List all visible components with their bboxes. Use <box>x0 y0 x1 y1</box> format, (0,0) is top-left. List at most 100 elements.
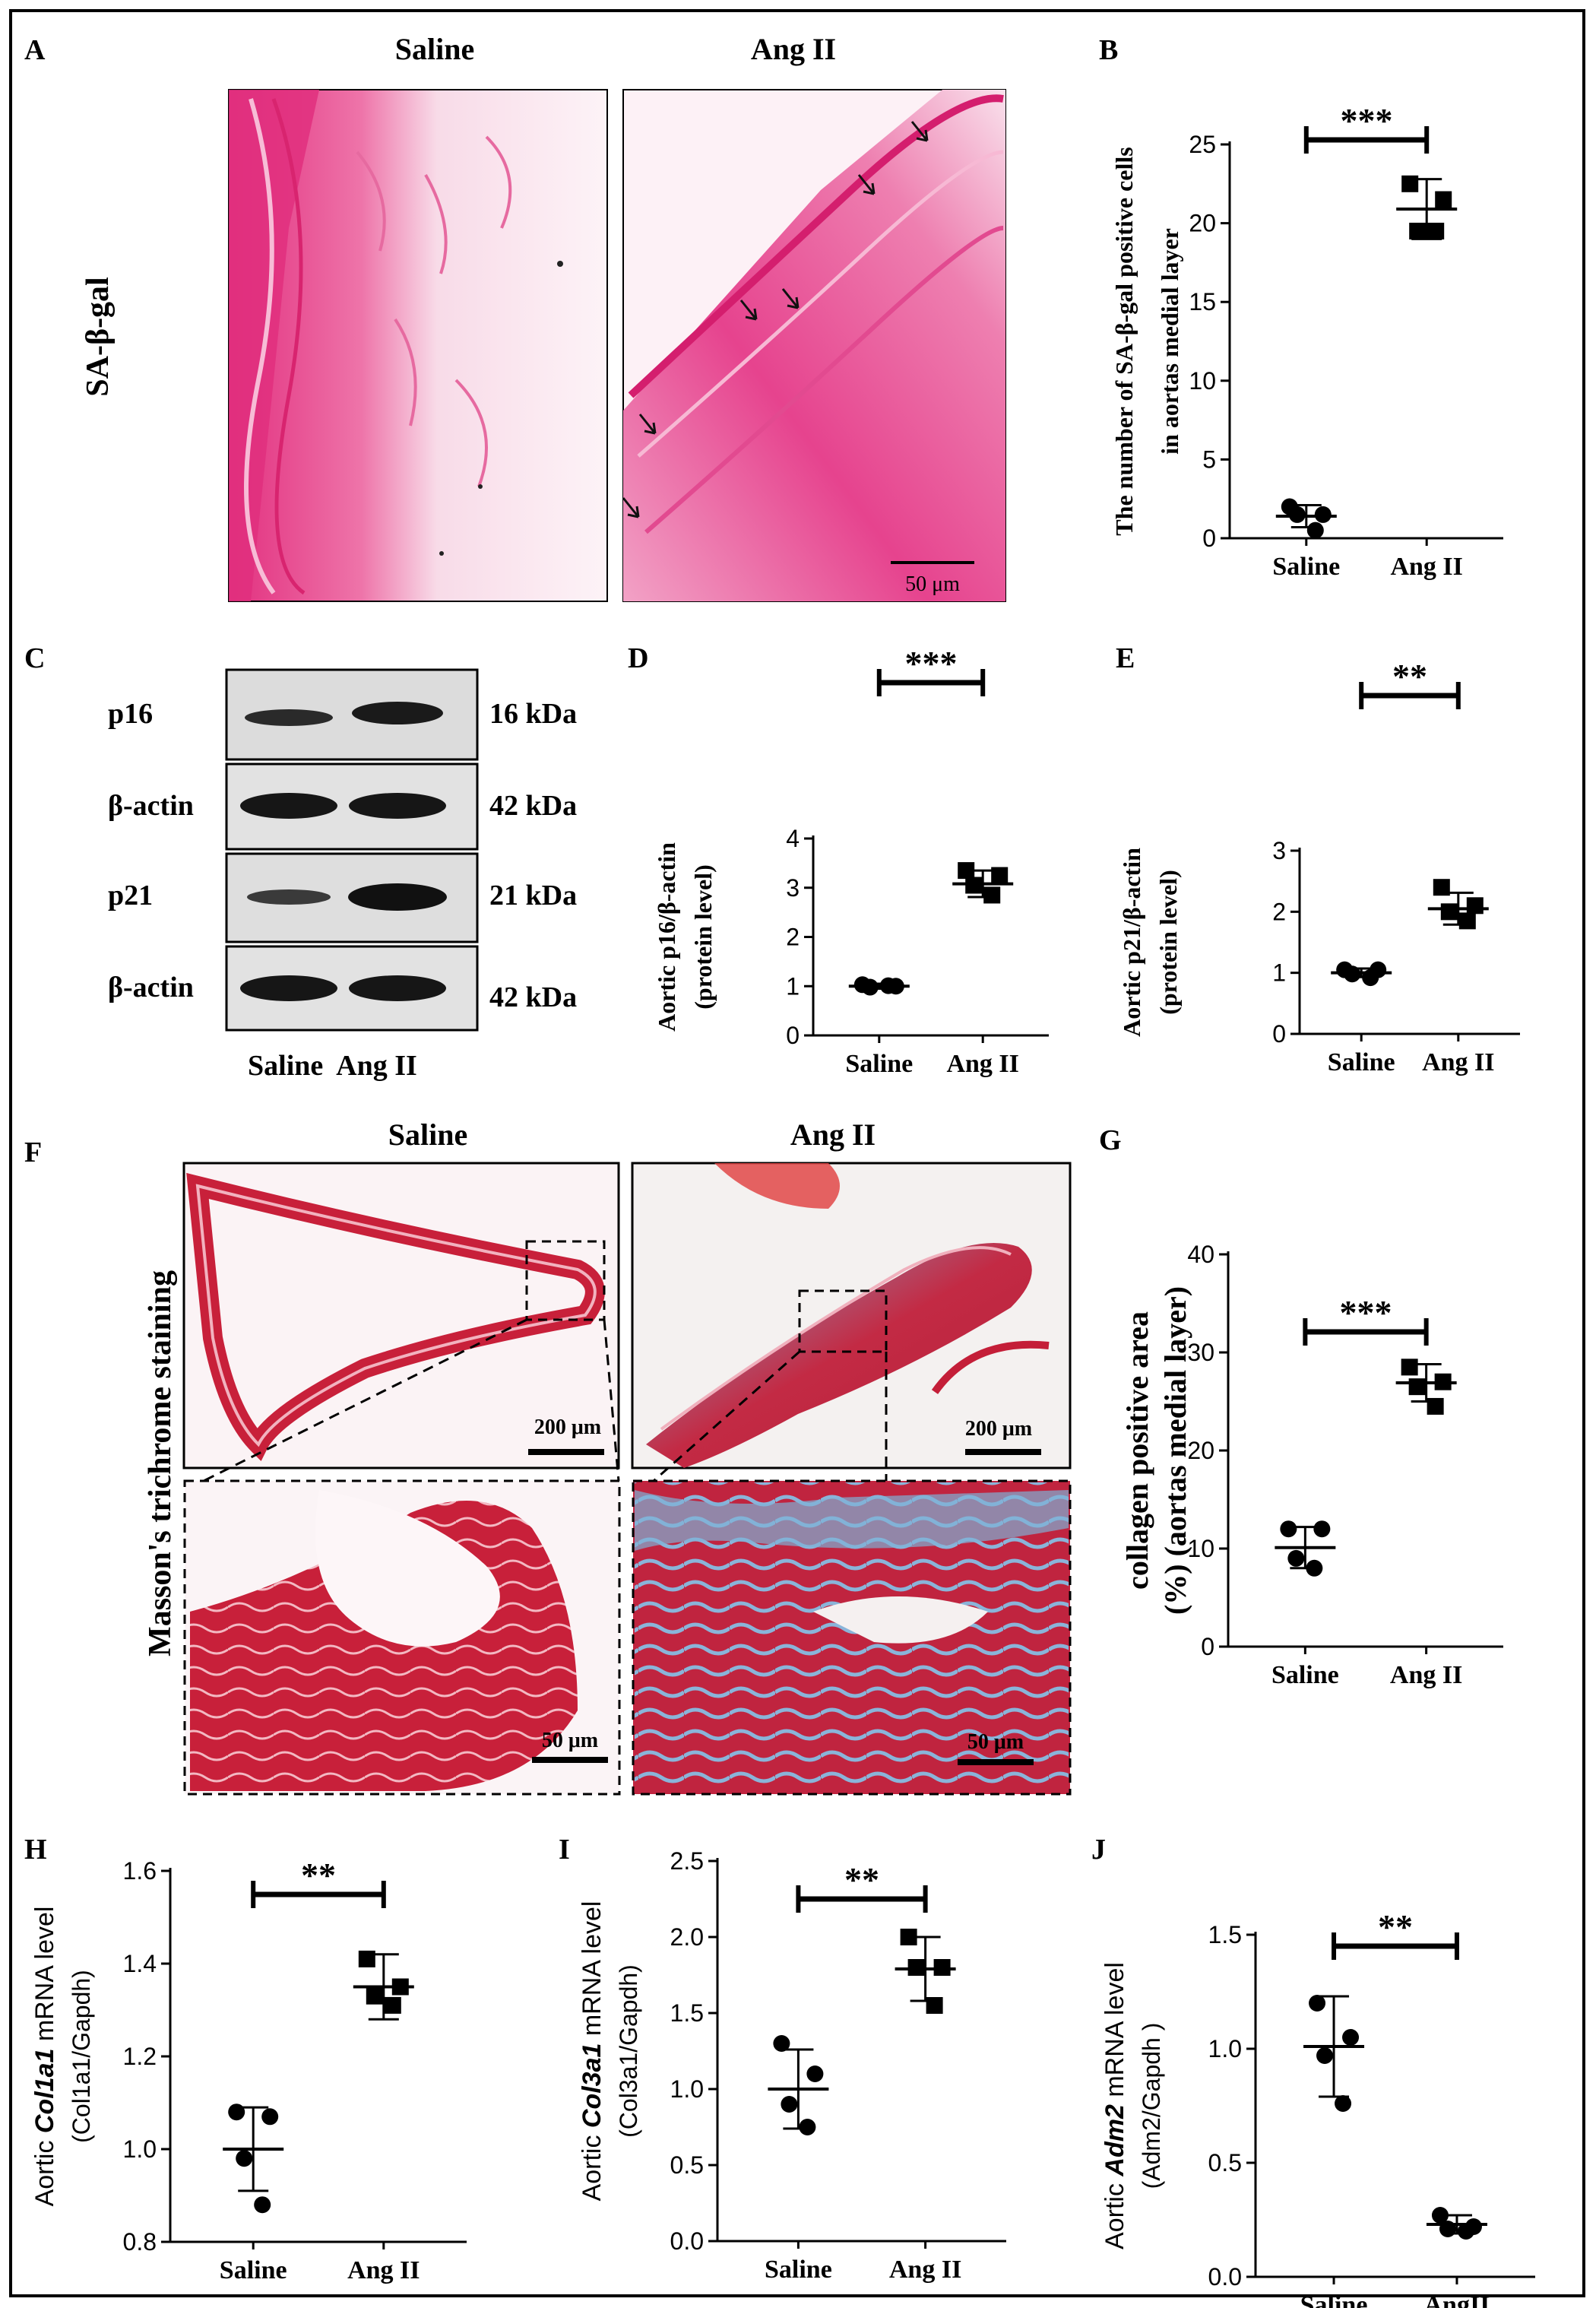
chart-b-data-point <box>1314 506 1332 523</box>
chart-b-data-point <box>1435 191 1452 208</box>
chart-d-ytick-label: 2 <box>786 924 800 951</box>
chart-j-data-point <box>1431 2207 1449 2224</box>
western-blot <box>225 668 479 1032</box>
chart-h-ytick-label: 1.2 <box>123 2043 157 2070</box>
chart-i-xtick-label: Saline <box>765 2256 832 2284</box>
chart-e-ytick-label: 0 <box>1272 1020 1286 1048</box>
masson-image-angii-low <box>631 1162 1072 1469</box>
chart-j-ytick-label: 1.0 <box>1208 2035 1242 2062</box>
chart-b-data-point <box>1409 222 1427 239</box>
chart-g-ytick-label: 20 <box>1187 1437 1214 1464</box>
chart-e-ytick-label: 3 <box>1272 837 1286 864</box>
chart-g-data-point <box>1427 1397 1444 1415</box>
chart-i-data-point <box>773 2035 790 2052</box>
chart-i-ytick-label: 1.5 <box>670 1999 704 2027</box>
chart-g-significance: *** <box>1340 1293 1392 1332</box>
blot-kda-16: 16 kDa <box>489 698 577 730</box>
panel-f-row-label: Masson's trichrome staining <box>143 1270 178 1656</box>
chart-b-xtick-label: Saline <box>1272 553 1340 581</box>
chart-g-ytick-label: 0 <box>1201 1633 1214 1660</box>
chart-b-data-point <box>1427 222 1445 239</box>
chart-g-ylabel-2: (%) (aortas medial layer) <box>1158 1286 1192 1615</box>
chart-b-ytick-label: 20 <box>1189 210 1216 237</box>
chart-d-ytick-label: 1 <box>786 972 800 1000</box>
chart-d-xtick-label: Ang II <box>946 1050 1018 1078</box>
masson-image-saline-low <box>182 1162 620 1469</box>
chart-g: 0 10 20 30 40 Saline Ang II collagen positive a… <box>1120 1241 1503 1689</box>
chart-h-significance: ** <box>301 1856 336 1894</box>
chart-i-ylabel-part: Aortic <box>578 2128 606 2201</box>
he-image-saline <box>228 89 608 602</box>
chart-e-data-point <box>1362 969 1379 987</box>
chart-h-data-point <box>391 1978 409 1996</box>
chart-h-ylabel-part: Aortic <box>30 2133 59 2206</box>
chart-d-ylabel-2: (protein level) <box>689 864 717 1009</box>
chart-h-ytick-label: 1.0 <box>123 2135 157 2163</box>
chart-b-ytick-label: 5 <box>1202 445 1216 473</box>
chart-j-ytick-label: 0.0 <box>1208 2263 1242 2291</box>
chart-b-data-point <box>1288 506 1306 523</box>
panel-letter-i: I <box>559 1834 570 1866</box>
chart-j-data-point <box>1457 2223 1474 2240</box>
chart-e-xtick-label: Saline <box>1328 1048 1395 1076</box>
chart-e: 0 1 2 3 Saline Ang II Aortic p21/β-actin (prote… <box>1118 657 1520 1076</box>
figure-frame <box>9 9 1585 2297</box>
chart-g-data-point <box>1287 1549 1305 1567</box>
chart-d: 0 1 2 3 4 Saline Ang II Aortic p16/β-actin (prot… <box>653 644 1049 1078</box>
chart-i-data-point <box>926 1997 943 2014</box>
blot-kda-42-1: 42 kDa <box>489 790 577 822</box>
chart-g-data-point <box>1306 1559 1323 1577</box>
chart-g-xtick-label: Saline <box>1271 1661 1339 1689</box>
chart-j-data-point <box>1335 2095 1352 2112</box>
chart-j-data-point <box>1439 2221 1456 2237</box>
chart-h-data-point <box>261 2108 279 2126</box>
chart-j-ylabel: Aortic Adm2 mRNA level <box>1100 1962 1129 2249</box>
chart-b-ytick-label: 25 <box>1189 131 1216 158</box>
panel-letter-g: G <box>1099 1124 1122 1156</box>
chart-j-data-point <box>1342 2029 1360 2046</box>
chart-i-ylabel: Aortic Col3a1 mRNA level <box>578 1901 606 2202</box>
chart-i-ytick-label: 2.0 <box>670 1923 704 1951</box>
chart-j-xtick-label: Saline <box>1300 2291 1368 2308</box>
chart-d-xtick-label: Saline <box>845 1050 913 1078</box>
masson-scale-bar-4: 50 μm <box>967 1730 1024 1754</box>
panel-letter-h: H <box>24 1834 47 1866</box>
chart-i: 0.0 0.5 1.0 1.5 2.0 2.5 Saline Ang II Aortic Col… <box>578 1847 1006 2284</box>
chart-g-data-point <box>1280 1520 1297 1538</box>
chart-g-ytick-label: 30 <box>1187 1339 1214 1366</box>
chart-e-ytick-label: 1 <box>1272 959 1286 987</box>
chart-i-ytick-label: 2.5 <box>670 1847 704 1875</box>
blot-row-label-p21: p21 <box>108 880 153 911</box>
chart-i-data-point <box>781 2096 798 2113</box>
zoom-guide-lines <box>203 1318 888 1482</box>
chart-g-ytick-label: 10 <box>1187 1535 1214 1562</box>
chart-d-data-point <box>879 977 897 994</box>
chart-e-data-point <box>1344 965 1361 983</box>
panel-letter-d: D <box>628 642 648 674</box>
chart-i-ytick-label: 0.5 <box>670 2151 704 2179</box>
chart-d-ytick-label: 0 <box>786 1022 800 1049</box>
chart-e-data-point <box>1440 903 1458 921</box>
chart-b-data-point <box>1401 175 1419 192</box>
blot-kda-42-2: 42 kDa <box>489 981 577 1013</box>
chart-d-significance: *** <box>905 644 958 683</box>
chart-j-ytick-label: 0.5 <box>1208 2149 1242 2176</box>
panel-f-col-label-angii: Ang II <box>790 1118 876 1152</box>
chart-d-ytick-label: 4 <box>786 825 800 852</box>
chart-j: 0.0 0.5 1.0 1.5 Saline AngII Aortic Adm2 mRNA … <box>1100 1907 1535 2308</box>
chart-j-ylabel-2: (Adm2/Gapdh ) <box>1138 2023 1165 2189</box>
chart-d-data-point <box>983 886 1001 904</box>
panel-letter-c: C <box>24 642 45 674</box>
chart-h-data-point <box>228 2104 245 2121</box>
panel-letter-j: J <box>1091 1834 1106 1866</box>
chart-i-ylabel-part: Col3a1 <box>578 2043 606 2129</box>
chart-g-ytick-label: 40 <box>1187 1241 1214 1268</box>
chart-b-significance: *** <box>1341 101 1393 140</box>
chart-j-ylabel-part: Adm2 <box>1100 2104 1129 2177</box>
chart-d-ytick-label: 3 <box>786 874 800 902</box>
chart-b-xtick-label: Ang II <box>1390 553 1462 581</box>
chart-b-ytick-label: 0 <box>1202 525 1216 552</box>
chart-e-significance: ** <box>1392 657 1427 696</box>
chart-b-ylabel: The number of SA-β-gal positive cells <box>1110 147 1138 535</box>
